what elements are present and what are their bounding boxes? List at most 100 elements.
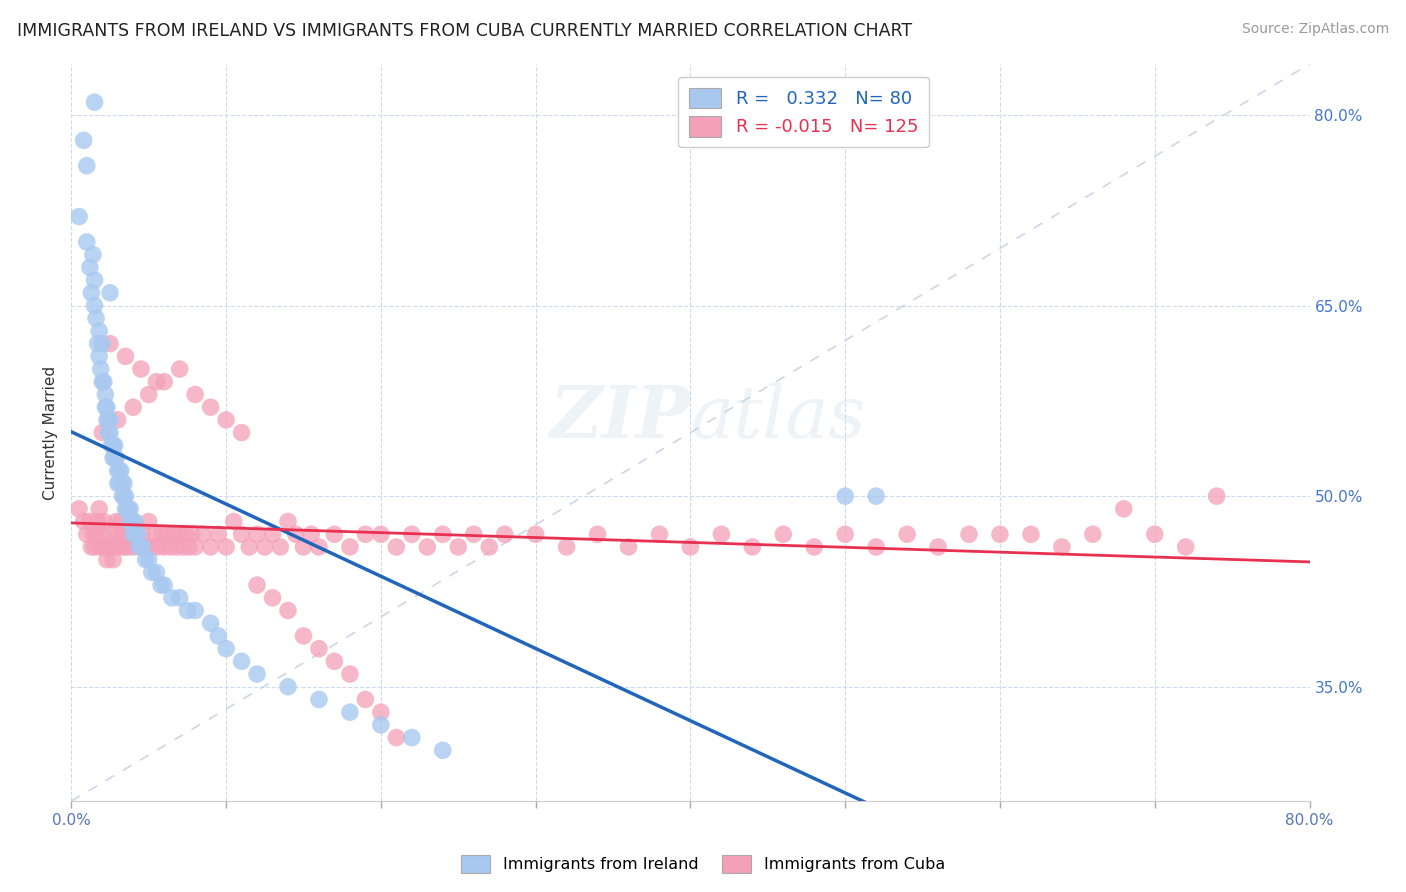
Point bbox=[97, 425, 120, 440]
Point bbox=[84, 311, 107, 326]
Point bbox=[101, 552, 124, 566]
Point bbox=[104, 438, 127, 452]
Point bbox=[125, 527, 148, 541]
Point bbox=[120, 501, 142, 516]
Point bbox=[100, 438, 122, 452]
Point bbox=[896, 527, 918, 541]
Legend: Immigrants from Ireland, Immigrants from Cuba: Immigrants from Ireland, Immigrants from… bbox=[454, 848, 952, 880]
Point bbox=[84, 527, 107, 541]
Point bbox=[153, 375, 176, 389]
Point bbox=[339, 667, 361, 681]
Point bbox=[269, 540, 291, 554]
Point bbox=[370, 718, 392, 732]
Point bbox=[93, 375, 115, 389]
Point bbox=[741, 540, 763, 554]
Point bbox=[262, 591, 284, 605]
Point bbox=[146, 540, 169, 554]
Point bbox=[91, 375, 114, 389]
Point bbox=[94, 387, 117, 401]
Point bbox=[215, 641, 238, 656]
Point bbox=[89, 324, 111, 338]
Point bbox=[174, 527, 197, 541]
Point bbox=[150, 527, 173, 541]
Point bbox=[112, 540, 135, 554]
Text: IMMIGRANTS FROM IRELAND VS IMMIGRANTS FROM CUBA CURRENTLY MARRIED CORRELATION CH: IMMIGRANTS FROM IRELAND VS IMMIGRANTS FR… bbox=[17, 22, 912, 40]
Point bbox=[865, 540, 887, 554]
Point bbox=[207, 629, 229, 643]
Point bbox=[98, 336, 121, 351]
Point bbox=[93, 515, 115, 529]
Point bbox=[98, 413, 121, 427]
Point bbox=[181, 527, 204, 541]
Point bbox=[96, 413, 118, 427]
Point bbox=[308, 692, 330, 706]
Point bbox=[385, 731, 408, 745]
Point bbox=[222, 515, 245, 529]
Point bbox=[129, 362, 152, 376]
Point bbox=[86, 515, 108, 529]
Point bbox=[262, 527, 284, 541]
Point bbox=[112, 476, 135, 491]
Point bbox=[153, 578, 176, 592]
Point bbox=[111, 476, 134, 491]
Y-axis label: Currently Married: Currently Married bbox=[44, 366, 58, 500]
Point bbox=[90, 362, 112, 376]
Point bbox=[112, 489, 135, 503]
Point bbox=[385, 540, 408, 554]
Point bbox=[299, 527, 322, 541]
Point bbox=[679, 540, 702, 554]
Point bbox=[308, 641, 330, 656]
Point bbox=[120, 515, 142, 529]
Point bbox=[96, 552, 118, 566]
Point bbox=[110, 515, 132, 529]
Point bbox=[101, 438, 124, 452]
Point bbox=[370, 527, 392, 541]
Point bbox=[191, 527, 214, 541]
Point bbox=[586, 527, 609, 541]
Point bbox=[107, 413, 129, 427]
Point bbox=[114, 527, 136, 541]
Point bbox=[401, 731, 423, 745]
Point bbox=[135, 540, 157, 554]
Point bbox=[141, 566, 163, 580]
Point bbox=[114, 489, 136, 503]
Point bbox=[94, 400, 117, 414]
Point bbox=[1143, 527, 1166, 541]
Point bbox=[110, 464, 132, 478]
Point bbox=[138, 515, 160, 529]
Point bbox=[104, 540, 127, 554]
Point bbox=[94, 540, 117, 554]
Point bbox=[80, 540, 103, 554]
Point bbox=[231, 425, 253, 440]
Point bbox=[494, 527, 516, 541]
Point bbox=[988, 527, 1011, 541]
Point bbox=[117, 501, 139, 516]
Point bbox=[83, 540, 105, 554]
Point bbox=[253, 540, 276, 554]
Point bbox=[463, 527, 485, 541]
Point bbox=[105, 450, 128, 465]
Point bbox=[138, 387, 160, 401]
Point bbox=[122, 400, 145, 414]
Point bbox=[292, 629, 315, 643]
Point bbox=[67, 501, 90, 516]
Point bbox=[89, 349, 111, 363]
Point bbox=[339, 540, 361, 554]
Point bbox=[1019, 527, 1042, 541]
Point bbox=[1081, 527, 1104, 541]
Point bbox=[82, 248, 104, 262]
Point bbox=[115, 501, 138, 516]
Point bbox=[104, 450, 127, 465]
Point bbox=[246, 578, 269, 592]
Point bbox=[1112, 501, 1135, 516]
Text: atlas: atlas bbox=[690, 383, 866, 453]
Point bbox=[200, 540, 222, 554]
Legend: R =   0.332   N= 80, R = -0.015   N= 125: R = 0.332 N= 80, R = -0.015 N= 125 bbox=[678, 77, 929, 147]
Point bbox=[98, 425, 121, 440]
Point bbox=[100, 540, 122, 554]
Point bbox=[153, 540, 176, 554]
Point bbox=[145, 566, 167, 580]
Point bbox=[79, 515, 101, 529]
Point bbox=[231, 527, 253, 541]
Point bbox=[73, 133, 96, 147]
